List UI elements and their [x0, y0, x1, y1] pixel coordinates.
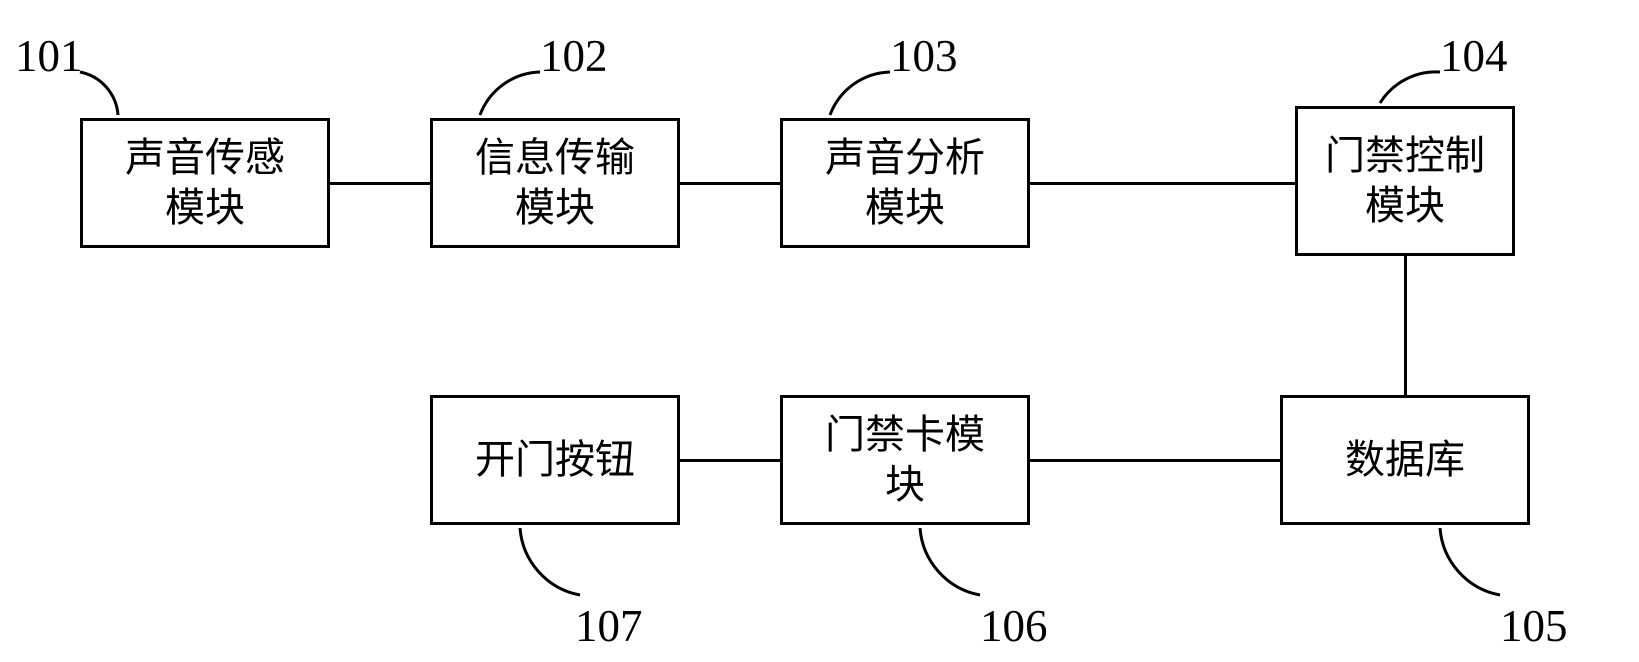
flowchart-diagram: 声音传感 模块 信息传输 模块 声音分析 模块 门禁控制 模块开门按钮 门禁卡模 块 数据… [0, 0, 1639, 662]
node-label: 声音分析 模块 [825, 133, 985, 233]
ref-label-101: 101 [15, 30, 83, 82]
edge-n105-n106 [1030, 459, 1280, 462]
node-label: 开门按钮 [475, 435, 635, 485]
ref-label-102: 102 [540, 30, 608, 82]
node-label: 数据库 [1345, 435, 1465, 485]
node-label: 声音传感 模块 [125, 133, 285, 233]
node-n106: 门禁卡模 块 [780, 395, 1030, 525]
node-n103: 声音分析 模块 [780, 118, 1030, 248]
ref-label-107: 107 [575, 600, 643, 652]
ref-label-106: 106 [980, 600, 1048, 652]
edge-n102-n103 [680, 182, 780, 185]
node-n101: 声音传感 模块 [80, 118, 330, 248]
node-label: 门禁卡模 块 [825, 410, 985, 510]
node-n102: 信息传输 模块 [430, 118, 680, 248]
ref-label-103: 103 [890, 30, 958, 82]
callout-102 [0, 0, 1639, 662]
ref-label-104: 104 [1440, 30, 1508, 82]
callout-104 [0, 0, 1639, 662]
node-label: 信息传输 模块 [475, 133, 635, 233]
callout-101 [0, 0, 1639, 662]
callout-105 [0, 0, 1639, 662]
node-n107: 开门按钮 [430, 395, 680, 525]
ref-label-105: 105 [1500, 600, 1568, 652]
edge-n104-n105 [1404, 256, 1407, 395]
node-n105: 数据库 [1280, 395, 1530, 525]
callout-103 [0, 0, 1639, 662]
edge-n103-n104 [1030, 182, 1295, 185]
node-label: 门禁控制 模块 [1325, 131, 1485, 231]
edge-n101-n102 [330, 182, 430, 185]
callout-106 [0, 0, 1639, 662]
node-n104: 门禁控制 模块 [1295, 106, 1515, 256]
edge-n106-n107 [680, 459, 780, 462]
callout-107 [0, 0, 1639, 662]
